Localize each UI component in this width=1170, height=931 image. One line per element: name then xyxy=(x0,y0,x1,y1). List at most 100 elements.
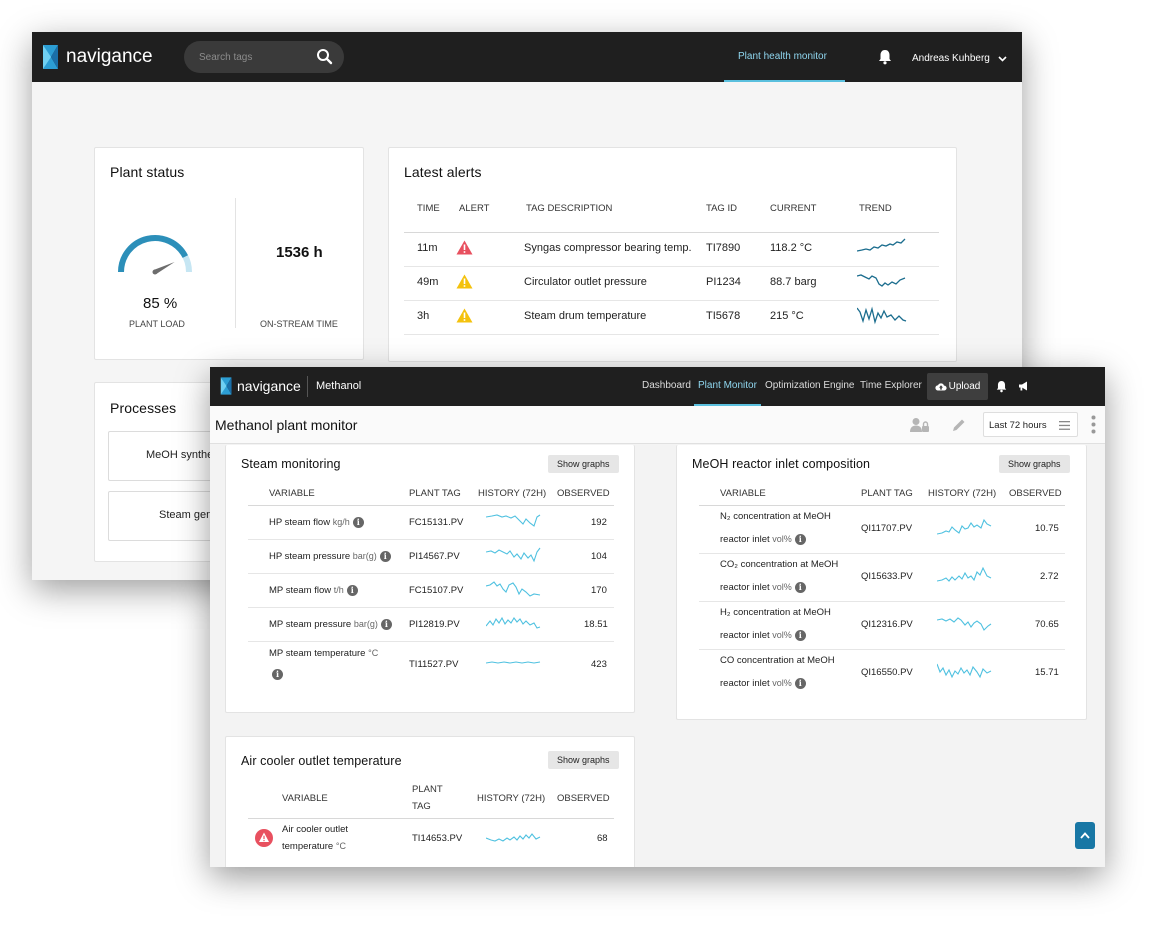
divider xyxy=(248,539,614,540)
brand-name: navigance xyxy=(66,46,153,67)
trend-sparkline xyxy=(857,306,907,325)
search-icon[interactable] xyxy=(316,48,333,65)
megaphone-icon[interactable] xyxy=(1018,381,1029,391)
info-icon[interactable]: i xyxy=(794,630,806,641)
plant-tag: TI11527.PV xyxy=(409,659,459,670)
plant-tag: TI14653.PV xyxy=(412,833,463,844)
alerts-col-tag-id: TAG ID xyxy=(706,203,737,214)
col-observed: OBSERVED xyxy=(1009,488,1062,499)
info-icon[interactable]: i xyxy=(352,517,364,528)
observed-value: 170 xyxy=(591,585,607,596)
top-navigation-bar: navigance Methanol Dashboard Plant Monit… xyxy=(210,367,1105,406)
variable-unit: °C xyxy=(368,648,379,658)
nav-plant-health-monitor[interactable]: Plant health monitor xyxy=(738,51,827,62)
page-title: Methanol plant monitor xyxy=(215,417,358,433)
navigance-logo[interactable]: navigance xyxy=(42,44,153,70)
meoh-reactor-inlet-card: MeOH reactor inlet composition Show grap… xyxy=(676,445,1087,720)
divider xyxy=(248,607,614,608)
info-icon[interactable]: i xyxy=(346,585,358,596)
info-icon[interactable]: i xyxy=(794,534,806,545)
pencil-icon[interactable] xyxy=(952,418,966,432)
show-graphs-button[interactable]: Show graphs xyxy=(548,751,619,769)
alert-time: 49m xyxy=(417,276,439,288)
trend-sparkline xyxy=(857,274,906,287)
user-lock-icon[interactable] xyxy=(910,417,930,433)
alert-current: 118.2 °C xyxy=(770,242,813,254)
variable-unit: kg/h xyxy=(332,517,350,528)
scroll-to-top-button[interactable] xyxy=(1075,822,1095,849)
history-sparkline xyxy=(486,514,541,527)
col-history: HISTORY (72H) xyxy=(928,488,997,499)
divider xyxy=(404,266,939,267)
plant-load-gauge xyxy=(118,235,192,275)
critical-alert-icon xyxy=(456,240,473,255)
variable-name: CO₂ concentration at MeOH xyxy=(720,559,839,570)
col-observed: OBSERVED xyxy=(557,488,610,499)
info-icon[interactable]: i xyxy=(272,669,283,680)
alert-current: 215 °C xyxy=(770,310,804,322)
col-tag: TAG xyxy=(412,801,431,812)
variable-name: MP steam temperature xyxy=(269,648,366,659)
divider xyxy=(699,601,1065,602)
nav-dashboard[interactable]: Dashboard xyxy=(642,380,691,391)
divider xyxy=(404,232,939,233)
variable-name: CO concentration at MeOH xyxy=(720,655,835,666)
divider xyxy=(248,505,614,506)
alerts-col-alert: ALERT xyxy=(459,203,490,214)
plant-load-label: PLANT LOAD xyxy=(129,319,185,329)
variable-unit: °C xyxy=(335,841,346,851)
divider xyxy=(248,573,614,574)
observed-value: 15.71 xyxy=(1035,667,1059,678)
user-name[interactable]: Andreas Kuhberg xyxy=(912,53,990,64)
alert-description: Syngas compressor bearing temp. xyxy=(524,242,692,254)
more-vertical-icon[interactable] xyxy=(1091,415,1096,434)
observed-value: 70.65 xyxy=(1035,619,1059,630)
variable-name: Air cooler outlet xyxy=(282,824,349,835)
time-range-select[interactable]: Last 72 hours xyxy=(983,412,1078,437)
divider xyxy=(699,505,1065,506)
plant-name[interactable]: Methanol xyxy=(316,380,362,392)
top-navigation-bar: navigance Search tags Plant health monit… xyxy=(32,32,1022,82)
nav-optimization-engine[interactable]: Optimization Engine xyxy=(765,380,855,391)
variable-unit: vol% xyxy=(772,582,792,593)
col-history: HISTORY (72H) xyxy=(478,488,547,499)
info-icon[interactable]: i xyxy=(794,582,806,593)
variable-name: HP steam flow xyxy=(269,517,331,529)
show-graphs-button[interactable]: Show graphs xyxy=(999,455,1070,473)
plant-tag: QI11707.PV xyxy=(861,523,913,534)
search-placeholder: Search tags xyxy=(199,51,253,63)
info-icon[interactable]: i xyxy=(379,551,391,562)
time-range-value: Last 72 hours xyxy=(989,420,1047,431)
search-input[interactable]: Search tags xyxy=(184,41,344,73)
divider xyxy=(307,376,308,397)
chevron-down-icon[interactable] xyxy=(998,56,1007,62)
warning-alert-icon xyxy=(456,308,473,323)
nav-plant-monitor[interactable]: Plant Monitor xyxy=(698,380,757,391)
history-sparkline xyxy=(486,547,541,563)
upload-button[interactable]: Upload xyxy=(927,373,988,400)
bell-icon[interactable] xyxy=(878,49,892,65)
plant-load-value: 85 % xyxy=(143,295,178,312)
active-tab-indicator xyxy=(724,80,845,82)
air-cooler-outlet-card: Air cooler outlet temperature Show graph… xyxy=(225,736,635,867)
navigance-logo[interactable]: navigance xyxy=(220,376,301,396)
info-icon[interactable]: i xyxy=(794,678,806,689)
nav-time-explorer[interactable]: Time Explorer xyxy=(860,380,922,391)
divider xyxy=(404,334,939,335)
steam-monitoring-card: Steam monitoring Show graphs VARIABLE PL… xyxy=(225,445,635,713)
alerts-col-current: CURRENT xyxy=(770,203,817,214)
bell-icon[interactable] xyxy=(996,380,1007,393)
alert-description: Circulator outlet pressure xyxy=(524,276,647,288)
plant-tag: QI12316.PV xyxy=(861,619,913,630)
plant-status-title: Plant status xyxy=(110,164,185,180)
history-sparkline xyxy=(486,661,541,664)
observed-value: 18.51 xyxy=(584,619,608,630)
info-icon[interactable]: i xyxy=(380,619,392,630)
history-sparkline xyxy=(937,617,992,631)
col-variable: VARIABLE xyxy=(720,488,766,499)
plant-tag: QI15633.PV xyxy=(861,571,913,582)
variable-unit: bar(g) xyxy=(352,551,377,562)
show-graphs-button[interactable]: Show graphs xyxy=(548,455,619,473)
col-variable: VARIABLE xyxy=(282,793,328,804)
variable-name-cont: reactor inlet xyxy=(720,582,770,594)
